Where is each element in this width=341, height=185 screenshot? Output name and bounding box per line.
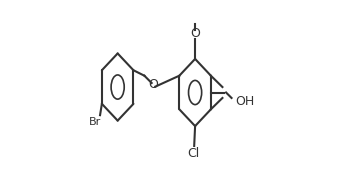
Text: Cl: Cl — [187, 147, 199, 160]
Text: Br: Br — [88, 117, 101, 127]
Text: OH: OH — [235, 95, 254, 108]
Text: O: O — [190, 27, 200, 40]
Text: O: O — [149, 78, 159, 91]
